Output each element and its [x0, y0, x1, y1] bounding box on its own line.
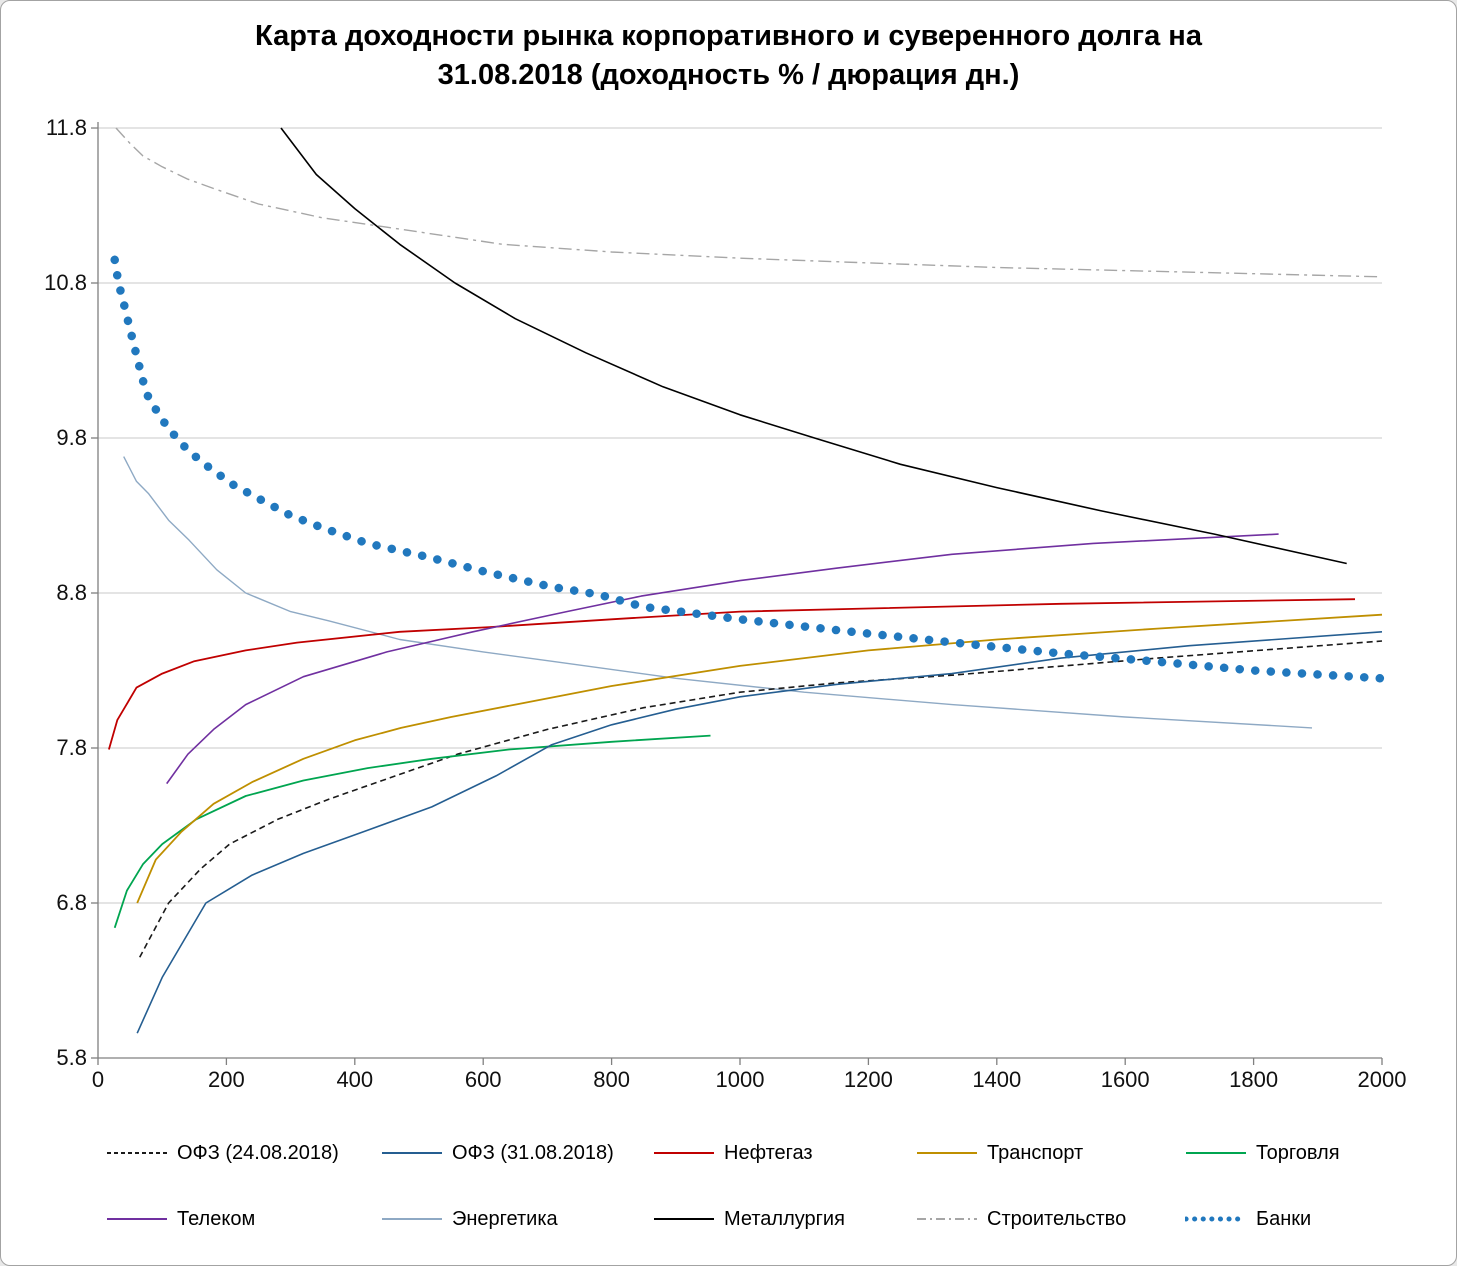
- legend-label: ОФЗ (31.08.2018): [452, 1141, 614, 1164]
- legend-item-Банки: Банки: [1185, 1207, 1311, 1231]
- legend-swatch-Металлургия: [654, 1218, 714, 1220]
- y-tick-label: 11.8: [45, 115, 87, 140]
- y-tick-label: 10.8: [44, 270, 87, 295]
- legend-label: Энергетика: [452, 1207, 558, 1230]
- legend-item-Металлургия: Металлургия: [653, 1207, 845, 1231]
- x-tick-label: 1400: [972, 1067, 1022, 1092]
- legend-item-Нефтегаз: Нефтегаз: [653, 1141, 813, 1165]
- series-Нефтегаз: [108, 598, 1356, 750]
- series-Энергетика: [123, 456, 1313, 729]
- x-tick-label: 600: [464, 1067, 502, 1092]
- y-tick-label: 9.8: [56, 425, 87, 450]
- x-tick-label: 1200: [843, 1067, 893, 1092]
- series-Строительство: [115, 127, 1381, 278]
- legend-swatch-Торговля: [1186, 1152, 1246, 1154]
- x-tick-label: 400: [336, 1067, 374, 1092]
- legend-swatch-Транспорт: [917, 1152, 977, 1154]
- legend-swatch-Банки: [1185, 1216, 1247, 1222]
- legend-label: ОФЗ (24.08.2018): [177, 1141, 339, 1164]
- y-tick-label: 8.8: [56, 580, 87, 605]
- legend-label: Транспорт: [987, 1141, 1084, 1164]
- legend-label: Нефтегаз: [724, 1141, 813, 1164]
- x-tick-label: 0: [91, 1067, 105, 1092]
- legend-label: Металлургия: [724, 1207, 845, 1230]
- x-tick-label: 1600: [1100, 1067, 1150, 1092]
- legend-swatch-Строительство: [917, 1218, 977, 1220]
- legend-item-Транспорт: Транспорт: [916, 1141, 1083, 1165]
- chart-title-line-2: 31.08.2018 (доходность % / дюрация дн.): [437, 59, 1020, 91]
- series-Металлургия: [280, 127, 1347, 565]
- x-tick-label: 1000: [715, 1067, 765, 1092]
- legend-swatch-Телеком: [107, 1218, 167, 1220]
- legend-item-ОФЗ (24.08.2018): ОФЗ (24.08.2018): [106, 1141, 339, 1165]
- legend-swatch-ОФЗ (31.08.2018): [382, 1152, 442, 1154]
- legend-label: Строительство: [987, 1207, 1127, 1230]
- series-Телеком: [166, 533, 1279, 785]
- series-ОФЗ (24.08.2018): [138, 640, 1383, 958]
- series-Торговля: [113, 734, 711, 929]
- chart-title: Карта доходности рынка корпоративного и …: [1, 17, 1456, 95]
- legend-item-Энергетика: Энергетика: [381, 1207, 558, 1231]
- legend-label: Торговля: [1256, 1141, 1340, 1164]
- x-tick-label: 2000: [1357, 1067, 1407, 1092]
- y-tick-label: 5.8: [56, 1045, 87, 1070]
- legend-label: Телеком: [177, 1207, 256, 1230]
- legend-item-Строительство: Строительство: [916, 1207, 1126, 1231]
- x-tick-label: 1800: [1229, 1067, 1279, 1092]
- x-tick-label: 800: [593, 1067, 630, 1092]
- legend-item-Торговля: Торговля: [1185, 1141, 1340, 1165]
- legend-item-ОФЗ (31.08.2018): ОФЗ (31.08.2018): [381, 1141, 614, 1165]
- legend-swatch-Нефтегаз: [654, 1152, 714, 1154]
- y-tick-label: 6.8: [56, 890, 87, 915]
- x-tick-label: 200: [208, 1067, 245, 1092]
- legend-item-Телеком: Телеком: [106, 1207, 255, 1231]
- series-Банки: [110, 255, 1385, 683]
- series-Транспорт: [136, 613, 1383, 904]
- legend-swatch-Энергетика: [382, 1218, 442, 1220]
- chart-title-line-1: Карта доходности рынка корпоративного и …: [255, 20, 1202, 52]
- y-tick-label: 7.8: [56, 735, 87, 760]
- series-ОФЗ (31.08.2018): [136, 631, 1383, 1034]
- legend-swatch-ОФЗ (24.08.2018): [107, 1152, 167, 1154]
- legend-label: Банки: [1256, 1207, 1312, 1230]
